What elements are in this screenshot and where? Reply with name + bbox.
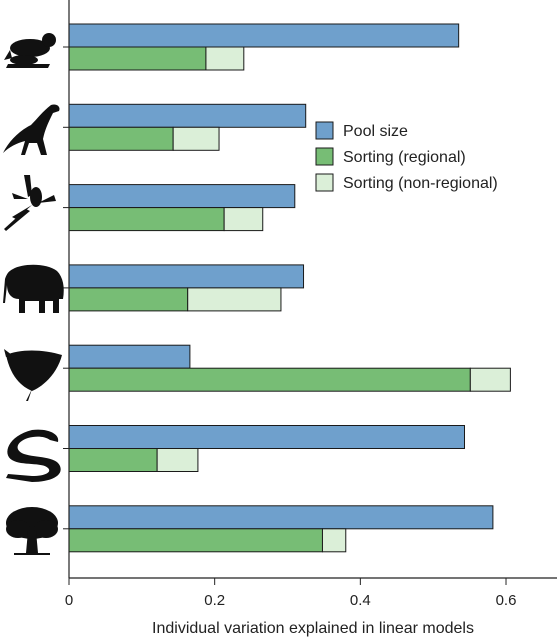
bar-sorting-regional-eagle — [68, 126, 174, 151]
x-tick-label: 0.6 — [496, 592, 517, 609]
bar-sorting-regional-elephant — [68, 287, 189, 312]
bar-sorting-regional-ray — [68, 367, 471, 392]
bar-sorting-non-regional-dragonfly — [223, 207, 264, 232]
frog-icon — [4, 33, 56, 68]
legend: Pool size Sorting (regional) Sorting (non-… — [315, 121, 498, 192]
x-ticks: 0 0.2 0.4 0.6 — [65, 578, 517, 609]
legend-swatch — [315, 173, 334, 192]
legend-swatch — [315, 147, 334, 166]
bar-sorting-non-regional-ray — [469, 367, 511, 392]
dragonfly-icon — [4, 175, 56, 231]
bar-pool-size-frog — [68, 23, 460, 48]
bar-sorting-regional-dragonfly — [68, 207, 225, 232]
bar-sorting-regional-frog — [68, 46, 207, 71]
bar-pool-size-tree — [68, 505, 494, 530]
x-axis-title: Individual variation explained in linear… — [152, 620, 474, 637]
legend-label: Pool size — [343, 123, 408, 140]
snake-icon — [6, 429, 61, 482]
bars-layer — [68, 23, 511, 553]
eagle-icon — [3, 104, 60, 155]
legend-label: Sorting (non-regional) — [343, 175, 498, 192]
legend-swatch — [315, 121, 334, 140]
x-tick-label: 0.2 — [204, 592, 225, 609]
ray-icon — [4, 349, 62, 401]
bar-sorting-non-regional-eagle — [172, 126, 220, 151]
x-tick-label: 0.4 — [350, 592, 371, 609]
bar-pool-size-eagle — [68, 103, 307, 128]
bar-sorting-non-regional-tree — [321, 528, 347, 553]
bar-pool-size-ray — [68, 344, 191, 369]
tree-icon — [6, 507, 58, 555]
bar-sorting-regional-snake — [68, 448, 158, 472]
bar-sorting-non-regional-snake — [156, 448, 199, 472]
elephant-icon — [3, 264, 64, 313]
legend-label: Sorting (regional) — [343, 149, 466, 166]
bar-sorting-non-regional-frog — [205, 46, 245, 71]
bar-pool-size-dragonfly — [68, 184, 296, 209]
y-ticks — [63, 46, 69, 530]
bar-sorting-non-regional-elephant — [187, 287, 282, 312]
x-tick-label: 0 — [65, 592, 73, 609]
bar-pool-size-elephant — [68, 264, 305, 289]
bar-sorting-regional-tree — [68, 528, 323, 553]
bar-pool-size-snake — [68, 425, 465, 449]
